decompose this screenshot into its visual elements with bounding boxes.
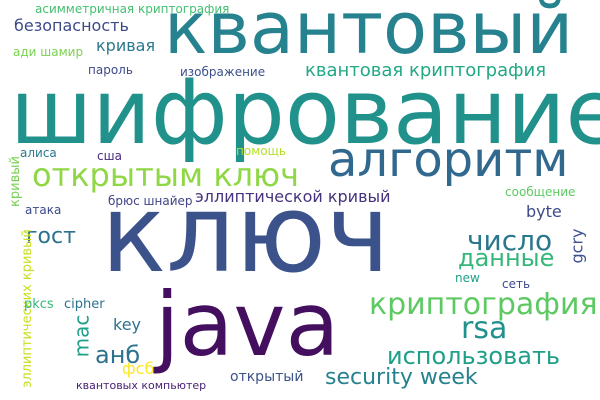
word-klyuch: ключ [101, 172, 390, 297]
word-shifrovanie: шифрование [10, 60, 600, 165]
word-gost: гост [26, 224, 76, 249]
word-rsa: rsa [461, 311, 508, 346]
word-izobrazhenie: изображение [180, 65, 266, 79]
word-bryus-shnayer: брюс шнайер [108, 194, 193, 208]
word-pkcs: pkcs [24, 297, 54, 312]
word-krivyy: кривый [7, 156, 23, 207]
word-chislo: число [467, 224, 553, 257]
word-key: key [113, 315, 142, 334]
word-dannye: данные [458, 244, 555, 272]
word-mac: mac [69, 314, 94, 358]
word-kvantovaya-kriptografiya: квантовая криптография [305, 60, 547, 81]
word-kriptografiya: криптография [369, 287, 598, 322]
word-bezopasnost: безопасность [14, 16, 129, 35]
word-algoritm: алгоритм [328, 132, 569, 188]
word-adi-shamir: ади шамир [13, 45, 84, 59]
word-ellipticheskoy-krivyy: эллиптической кривый [195, 187, 391, 206]
word-otkrytym-klyuch: открытым ключ [32, 156, 299, 194]
word-fsb: фсб [122, 359, 155, 378]
word-gcry: gcry [567, 228, 587, 264]
word-ataka: атака [25, 203, 62, 217]
word-ispolzovat: использовать [387, 342, 561, 370]
word-cipher: cipher [64, 297, 105, 312]
word-otkrytyy: открытый [230, 369, 304, 385]
word-byte: byte [526, 202, 562, 221]
word-java: java [155, 273, 340, 376]
word-new: new [455, 271, 480, 285]
word-set: сеть [502, 277, 531, 291]
word-krivaya: кривая [96, 36, 156, 55]
word-pomoshch: помощь [236, 144, 286, 158]
word-anb: анб [95, 341, 141, 369]
word-parol: пароль [88, 63, 133, 77]
word-alisa: алиса [20, 146, 57, 160]
word-kvantovyh-kompyuter: квантовых компьютер [76, 379, 207, 392]
word-kvantovyy: квантовый [164, 0, 574, 70]
word-ssha: сша [97, 149, 122, 163]
word-soobshchenie: сообщение [505, 185, 576, 199]
word-asimmetrichnaya-kriptografiya: асимметричная криптография [35, 2, 230, 16]
word-security-week: security week [325, 365, 478, 390]
